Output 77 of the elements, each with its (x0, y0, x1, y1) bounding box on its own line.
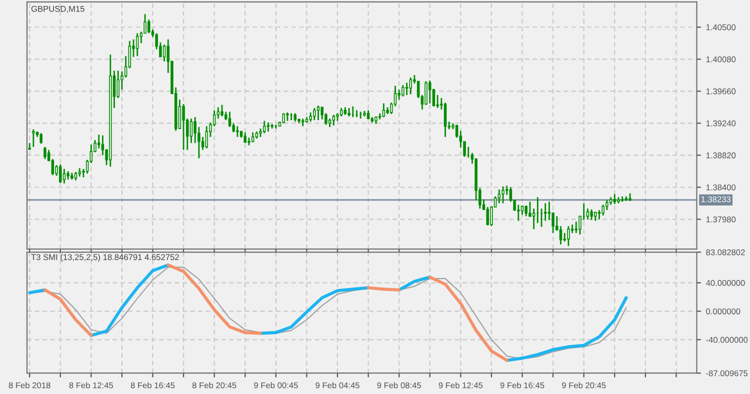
candlestick (332, 114, 336, 126)
candlestick (598, 209, 601, 220)
candlestick (320, 106, 324, 120)
x-tick-label: 9 Feb 00:45 (254, 382, 298, 388)
candlestick (455, 124, 458, 138)
y-tick-label: 1.38400 (706, 184, 736, 190)
candlestick (567, 225, 570, 247)
candlestick (590, 208, 593, 221)
candlestick (148, 18, 150, 34)
candlestick (517, 204, 520, 222)
y-tick-label: 83.082802 (706, 249, 745, 256)
y-tick-label: 0.000000 (706, 308, 740, 314)
candlestick (182, 103, 185, 151)
candlestick (398, 88, 400, 100)
candlestick (424, 80, 428, 106)
x-tick-label: 8 Feb 2018 (8, 382, 50, 388)
y-tick-label: 40.000000 (706, 280, 745, 286)
y-tick-label: 1.37980 (706, 216, 736, 222)
candlestick (559, 225, 562, 246)
candlestick (528, 201, 532, 218)
candlestick (116, 70, 120, 99)
candlestick (40, 132, 42, 144)
y-tick-label: 1.39240 (706, 120, 736, 126)
x-tick-label: 8 Feb 12:45 (69, 382, 114, 388)
candlestick (402, 84, 404, 98)
candlestick (236, 126, 239, 138)
candlestick (382, 102, 386, 118)
x-tick-label: 8 Feb 16:45 (130, 382, 175, 388)
y-tick-label: 1.38820 (706, 152, 736, 158)
candlestick (602, 204, 604, 216)
x-tick-label: 9 Feb 04:45 (316, 382, 360, 388)
candlestick (97, 134, 100, 150)
candlestick (405, 82, 408, 96)
candlestick (301, 118, 304, 127)
candlestick (244, 132, 246, 144)
candlestick (586, 208, 590, 220)
candlestick (101, 134, 104, 156)
chart-title: T3 SMI (13,25,2,5) 18.846791 4.652752 (31, 254, 179, 262)
candlestick (613, 193, 616, 205)
y-tick-label: 1.40080 (706, 56, 736, 62)
candlestick (520, 204, 524, 216)
candlestick (544, 202, 547, 222)
candlestick (266, 122, 270, 132)
chart-title: GBPUSD,M15 (31, 6, 84, 13)
candlestick (205, 126, 208, 150)
y-tick-label: -40.000000 (706, 336, 748, 343)
x-tick-label: 8 Feb 20:45 (192, 382, 236, 388)
candlestick (162, 44, 166, 62)
candlestick (428, 80, 432, 104)
candlestick (409, 76, 412, 95)
x-tick-label: 9 Feb 12:45 (438, 382, 483, 388)
candlestick (44, 146, 46, 160)
candlestick (486, 206, 489, 226)
candlestick (444, 102, 447, 138)
candlestick (58, 164, 62, 184)
candlestick (366, 110, 370, 120)
y-tick-label: -87.009675 (706, 370, 748, 376)
candlestick (220, 104, 224, 118)
candlestick (262, 120, 266, 134)
candlestick (62, 168, 66, 184)
candlestick (136, 32, 139, 57)
candlestick (524, 204, 528, 217)
x-tick-label: 9 Feb 20:45 (562, 382, 606, 388)
candlestick (594, 210, 597, 222)
x-tick-label: 9 Feb 16:45 (500, 382, 544, 388)
x-tick-label: 9 Feb 08:45 (377, 382, 421, 388)
y-tick-label: 1.40500 (706, 24, 736, 30)
candlestick (228, 111, 232, 128)
candlestick (309, 112, 312, 122)
candlestick (313, 107, 316, 121)
y-tick-label: 1.39660 (706, 88, 736, 94)
candlestick (502, 186, 504, 204)
candlestick (251, 132, 254, 143)
ref-line-label: 1.38233 (701, 196, 731, 202)
candlestick (498, 188, 501, 204)
candlestick (32, 128, 35, 148)
candlestick (190, 118, 193, 144)
